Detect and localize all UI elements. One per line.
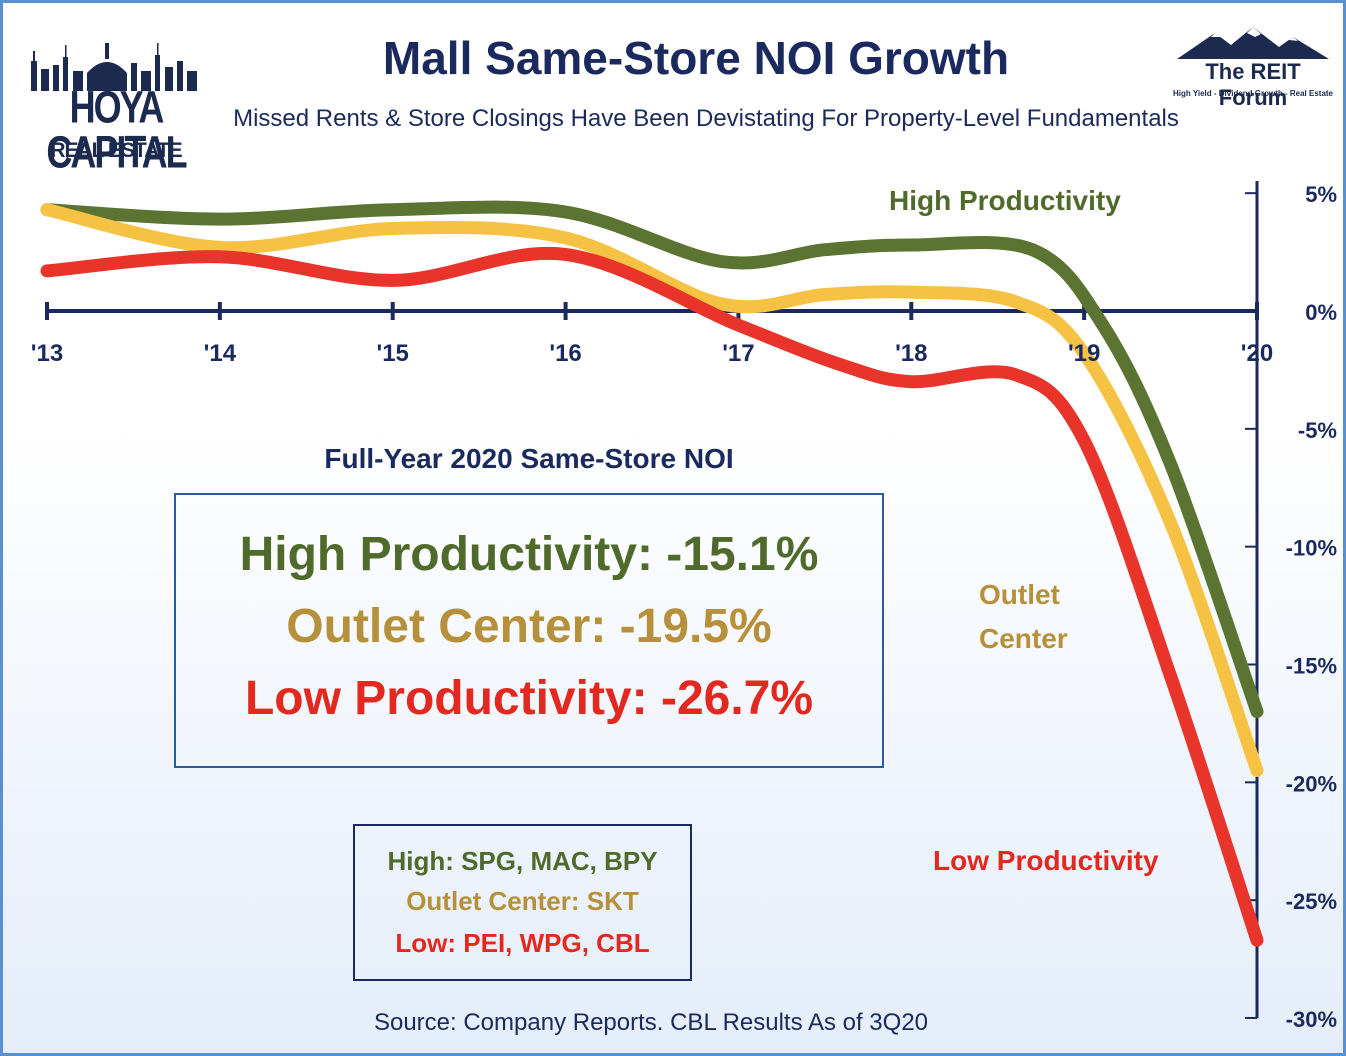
y-tick-label: -15% — [1286, 654, 1337, 679]
reit-forum-logo: The REIT Forum High Yield - Dividend Gro… — [1169, 25, 1337, 110]
summary-high-productivity: High Productivity: -15.1% — [239, 528, 819, 581]
skyline-icon — [31, 43, 197, 91]
x-tick-label: '19 — [1068, 340, 1100, 367]
y-tick-label: 0% — [1305, 300, 1337, 325]
summary-heading: Full-Year 2020 Same-Store NOI — [324, 443, 734, 474]
summary-outlet-center: Outlet Center: -19.5% — [286, 600, 772, 653]
series-line-high — [40, 200, 1264, 719]
source-note: Source: Company Reports. CBL Results As … — [373, 1009, 929, 1036]
series-label-outlet: Outlet — [979, 579, 1060, 610]
x-tick-label: '18 — [895, 340, 927, 367]
legend-high: High: SPG, MAC, BPY — [387, 846, 658, 876]
logo-right-tagline: High Yield - Dividend Growth - Real Esta… — [1172, 89, 1334, 98]
x-tick-label: '13 — [31, 340, 63, 367]
series-label-center: Center — [979, 623, 1068, 654]
chart-title: Mall Same-Store NOI Growth — [382, 32, 1010, 84]
y-tick-label: -30% — [1286, 1007, 1337, 1032]
x-tick-label: '20 — [1241, 340, 1273, 367]
x-tick-label: '14 — [204, 340, 237, 367]
x-tick-label: '17 — [722, 340, 754, 367]
logo-right-brand-text: The REIT Forum — [1205, 59, 1301, 110]
y-tick-label: -20% — [1286, 771, 1337, 796]
constituents-legend: High: SPG, MAC, BPY Outlet Center: SKT L… — [353, 824, 692, 981]
x-tick-label: '15 — [377, 340, 409, 367]
y-tick-label: 5% — [1305, 182, 1337, 207]
series-line-low — [40, 246, 1264, 947]
series-label-low-productivity: Low Productivity — [933, 845, 1159, 876]
x-tick-label: '16 — [549, 340, 581, 367]
chart-subtitle: Missed Rents & Store Closings Have Been … — [233, 105, 1179, 132]
logo-sub-text: REAL ESTATE — [50, 139, 182, 162]
hoya-capital-logo: HOYA CAPITAL REAL ESTATE — [25, 21, 205, 174]
line-chart: '13 '14 '15 '16 '17 '18 '19 '20 5% 0% -5% -10% -15% -… — [31, 181, 1337, 1032]
legend-outlet: Outlet Center: SKT — [406, 886, 639, 916]
series-label-high-productivity: High Productivity — [889, 185, 1121, 216]
tick-label-group: '13 '14 '15 '16 '17 '18 '19 '20 5% 0% -5% -10% -15% -… — [31, 182, 1337, 1032]
y-tick-label: -10% — [1286, 536, 1337, 561]
series-group — [40, 200, 1264, 947]
mountain-icon — [1177, 27, 1329, 59]
summary-low-productivity: Low Productivity: -26.7% — [244, 672, 814, 725]
legend-low: Low: PEI, WPG, CBL — [395, 928, 650, 958]
y-tick-label: -25% — [1286, 889, 1337, 914]
logo-brand-text: HOYA CAPITAL — [46, 81, 187, 178]
y-tick-label: -5% — [1298, 418, 1337, 443]
series-line-outlet — [40, 203, 1264, 777]
summary-box: High Productivity: -15.1% Outlet Center:… — [174, 493, 884, 768]
